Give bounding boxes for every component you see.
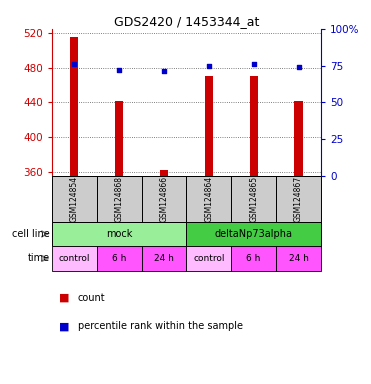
Point (161, 68, 167, 74)
Text: 24 h: 24 h (289, 254, 308, 263)
Text: time: time (28, 253, 50, 263)
Bar (250, 76, 258, 176)
Text: GSM124854: GSM124854 (70, 176, 79, 222)
Bar (160, 170, 168, 176)
Bar (187, 176, 231, 222)
Point (116, 67, 122, 73)
Text: percentile rank within the sample: percentile rank within the sample (78, 321, 243, 331)
Bar (97, 246, 142, 271)
Text: count: count (78, 293, 105, 303)
Text: cell line: cell line (12, 229, 50, 239)
Bar (52, 176, 97, 222)
Text: control: control (59, 254, 90, 263)
Bar (52, 246, 97, 271)
Bar (231, 176, 276, 222)
Bar (52, 222, 187, 246)
Bar (231, 246, 276, 271)
Text: GSM124864: GSM124864 (204, 176, 213, 222)
Text: 6 h: 6 h (246, 254, 261, 263)
Text: mock: mock (106, 229, 132, 239)
Bar (142, 246, 187, 271)
Bar (276, 246, 321, 271)
Point (251, 61, 257, 67)
Bar (187, 246, 231, 271)
Bar (142, 176, 187, 222)
Text: ■: ■ (59, 293, 70, 303)
Bar (70, 38, 78, 176)
Bar (295, 101, 302, 176)
Point (206, 63, 212, 69)
Bar (187, 222, 321, 246)
Text: control: control (193, 254, 224, 263)
Text: GSM124865: GSM124865 (249, 176, 258, 222)
Bar (205, 76, 213, 176)
Text: ■: ■ (59, 321, 70, 331)
Text: 6 h: 6 h (112, 254, 127, 263)
Point (71, 61, 77, 67)
Text: GSM124866: GSM124866 (160, 176, 168, 222)
Bar (115, 101, 123, 176)
Point (296, 64, 302, 70)
Text: GSM124868: GSM124868 (115, 176, 124, 222)
Text: deltaNp73alpha: deltaNp73alpha (215, 229, 293, 239)
Bar (276, 176, 321, 222)
Text: GSM124867: GSM124867 (294, 176, 303, 222)
Bar (97, 176, 142, 222)
Text: 24 h: 24 h (154, 254, 174, 263)
Title: GDS2420 / 1453344_at: GDS2420 / 1453344_at (114, 15, 259, 28)
